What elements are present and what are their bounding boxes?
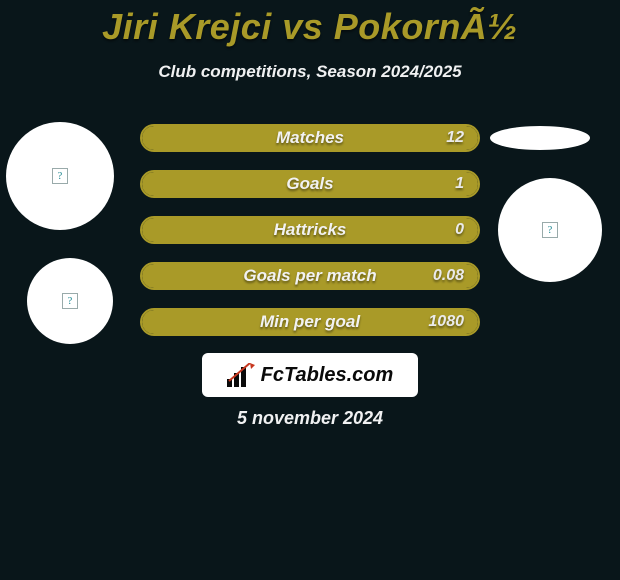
- brand-text: FcTables.com: [261, 364, 394, 387]
- avatar-bubble: ?: [6, 122, 114, 230]
- stat-label: Hattricks: [274, 220, 347, 240]
- placeholder-icon: ?: [52, 168, 68, 184]
- stat-row: Goals 1: [140, 170, 480, 198]
- stat-label: Goals per match: [243, 266, 376, 286]
- avatar-bubble: ?: [27, 258, 113, 344]
- stat-label: Goals: [286, 174, 333, 194]
- avatar-bubble: [490, 126, 590, 150]
- stat-row: Goals per match 0.08: [140, 262, 480, 290]
- stat-value: 0.08: [433, 267, 464, 285]
- stat-value: 0: [455, 221, 464, 239]
- stat-row: Matches 12: [140, 124, 480, 152]
- placeholder-icon: ?: [542, 222, 558, 238]
- stat-value: 12: [446, 129, 464, 147]
- page-title: Jiri Krejci vs PokornÃ½: [0, 6, 620, 48]
- infographic-date: 5 november 2024: [0, 408, 620, 429]
- brand-card: FcTables.com: [202, 353, 418, 397]
- stats-rows: Matches 12 Goals 1 Hattricks 0 Goals per match…: [140, 124, 480, 354]
- stat-value: 1: [455, 175, 464, 193]
- stat-label: Matches: [276, 128, 344, 148]
- stat-label: Min per goal: [260, 312, 360, 332]
- stat-row: Hattricks 0: [140, 216, 480, 244]
- stat-row: Min per goal 1080: [140, 308, 480, 336]
- avatar-bubble: ?: [498, 178, 602, 282]
- page-subtitle: Club competitions, Season 2024/2025: [0, 62, 620, 82]
- placeholder-icon: ?: [62, 293, 78, 309]
- bars-icon: [227, 363, 255, 387]
- stat-value: 1080: [428, 313, 464, 331]
